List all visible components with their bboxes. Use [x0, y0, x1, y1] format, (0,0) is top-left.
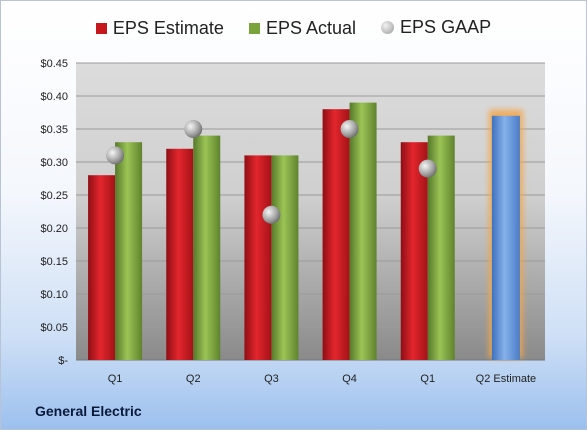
- bar-eps-estimate: [400, 142, 428, 360]
- legend-eps-actual: EPS Actual: [248, 18, 356, 39]
- legend-swatch-actual: [248, 23, 260, 34]
- bar-eps-estimate: [244, 155, 272, 360]
- y-tick-label: $0.20: [40, 223, 68, 235]
- bar-eps-estimate: [322, 109, 350, 360]
- bar-eps-estimate: [166, 148, 194, 360]
- point-eps-gaap: [418, 159, 437, 178]
- point-eps-gaap: [340, 120, 359, 138]
- bar-eps-actual: [271, 155, 299, 360]
- y-tick-label: $0.45: [40, 58, 68, 70]
- x-tick-label: Q2 Estimate: [476, 373, 537, 385]
- legend: EPS Estimate EPS Actual EPS GAAP: [1, 17, 586, 39]
- bar-eps-actual: [115, 142, 143, 360]
- y-tick-label: $0.25: [40, 190, 68, 202]
- y-tick-label: $0.35: [40, 124, 68, 136]
- y-tick-label: $0.40: [40, 91, 68, 103]
- eps-chart: $- $0.05 $0.10 $0.15 $0.20 $0.25 $0.30 $0.35 $0.…: [40, 58, 545, 385]
- point-eps-gaap: [262, 205, 281, 224]
- y-tick-label: $0.15: [40, 256, 68, 268]
- plot-area: [76, 63, 545, 360]
- x-tick-label: Q4: [342, 373, 357, 385]
- y-tick-label: $0.30: [40, 157, 68, 169]
- x-tick-label: Q2: [186, 373, 201, 385]
- x-tick-label: Q1: [420, 373, 435, 385]
- y-tick-label: $-: [58, 355, 68, 367]
- bar-eps-actual: [349, 102, 377, 360]
- x-tick-label: Q3: [264, 373, 279, 385]
- x-tick-label: Q1: [108, 373, 123, 385]
- point-eps-gaap: [106, 146, 125, 165]
- y-tick-label: $0.10: [40, 289, 68, 301]
- bar-eps-actual: [193, 135, 221, 360]
- legend-swatch-estimate: [95, 23, 107, 34]
- y-tick-label: $0.05: [40, 322, 68, 334]
- bar-eps-estimate: [88, 175, 116, 360]
- legend-eps-estimate: EPS Estimate: [95, 18, 224, 39]
- bar-q2-estimate: [491, 115, 520, 360]
- legend-swatch-gaap: [381, 21, 395, 34]
- company-name: General Electric: [35, 403, 142, 419]
- point-eps-gaap: [184, 120, 203, 138]
- legend-eps-gaap: EPS GAAP: [381, 17, 491, 38]
